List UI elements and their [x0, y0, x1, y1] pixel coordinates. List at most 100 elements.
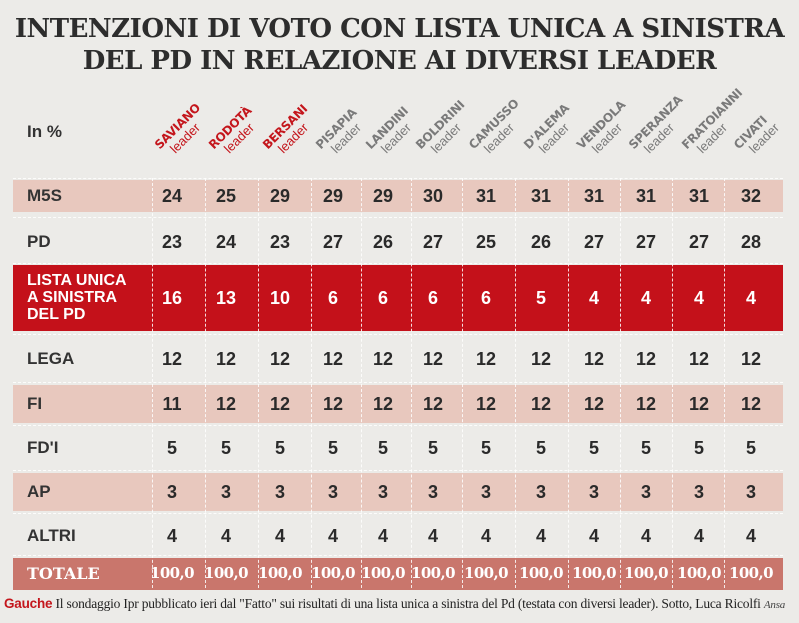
- column-separator: [672, 178, 673, 588]
- table-cell: 23: [269, 232, 291, 252]
- caption-tag: Gauche: [4, 596, 53, 611]
- table-cell: 30: [422, 186, 444, 206]
- unit-label: In %: [27, 122, 62, 141]
- column-separator: [462, 178, 463, 588]
- row-separator: [13, 555, 783, 556]
- row-separator: [13, 263, 783, 264]
- table-cell: 4: [640, 526, 651, 546]
- table-cell: 26: [372, 232, 394, 252]
- table-cell: 4: [588, 288, 599, 308]
- table-cell: 4: [427, 526, 438, 546]
- row-label: PD: [27, 232, 51, 251]
- column-separator: [311, 178, 312, 588]
- table-cell: 27: [583, 232, 605, 252]
- table-cell: 3: [640, 482, 651, 502]
- table-cell: 12: [422, 349, 444, 369]
- column-header-civati: CIVATI leader: [731, 104, 799, 162]
- table-row-fi: FI 11 12 12 12 12 12 12 12 12 12 12 12: [13, 385, 783, 423]
- chart-title-line2: DEL PD IN RELAZIONE AI DIVERSI LEADER: [82, 46, 717, 76]
- table-cell: 100,0: [729, 564, 774, 582]
- table-cell: 29: [322, 186, 344, 206]
- table-cell: 13: [215, 288, 237, 308]
- table-cell: 12: [688, 349, 710, 369]
- table-cell: 5: [480, 438, 491, 458]
- column-separator: [152, 178, 153, 588]
- table-cell: 11: [162, 394, 182, 414]
- table-cell: 24: [215, 232, 237, 252]
- table-cell: 3: [427, 482, 438, 502]
- table-row-lega: LEGA 12 12 12 12 12 12 12 12 12 12 12 12: [13, 338, 783, 380]
- table-cell: 12: [322, 349, 344, 369]
- table-row-pd: PD 23 24 23 27 26 27 25 26 27 27 27 28: [13, 223, 783, 261]
- table-cell: 5: [693, 438, 704, 458]
- table-cell: 100,0: [677, 564, 722, 582]
- table-cell: 12: [215, 394, 237, 414]
- table-cell: 100,0: [204, 564, 249, 582]
- table-cell: 16: [161, 288, 183, 308]
- table-cell: 6: [427, 288, 438, 308]
- table-cell: 31: [583, 186, 605, 206]
- table-cell: 27: [322, 232, 344, 252]
- row-label: FD'I: [27, 438, 59, 457]
- table-cell: 6: [377, 288, 388, 308]
- table-row-m5s: M5S 24 25 29 29 29 30 31 31 31 31 31 32: [13, 180, 783, 212]
- table-cell: 31: [635, 186, 657, 206]
- column-separator: [258, 178, 259, 588]
- table-cell: 4: [480, 526, 491, 546]
- table-cell: 12: [530, 394, 552, 414]
- table-cell: 27: [688, 232, 710, 252]
- table-cell: 28: [740, 232, 762, 252]
- table-cell: 100,0: [572, 564, 617, 582]
- table-cell: 25: [475, 232, 497, 252]
- table-row-fd-i: FD'I 5 5 5 5 5 5 5 5 5 5 5 5: [13, 428, 783, 468]
- table-cell: 12: [740, 394, 762, 414]
- table-cell: 5: [640, 438, 651, 458]
- row-label: AP: [27, 482, 51, 501]
- row-separator: [13, 513, 783, 514]
- column-separator: [515, 178, 516, 588]
- table-cell: 3: [480, 482, 491, 502]
- table-cell: 25: [215, 186, 237, 206]
- table-cell: 5: [745, 438, 756, 458]
- row-label: M5S: [27, 186, 62, 205]
- table-cell: 12: [322, 394, 344, 414]
- table-cell: 4: [166, 526, 177, 546]
- table-cell: 4: [588, 526, 599, 546]
- table-cell: 5: [427, 438, 438, 458]
- table-cell: 5: [166, 438, 177, 458]
- table-cell: 12: [475, 349, 497, 369]
- row-label: TOTALE: [27, 564, 100, 583]
- table-cell: 29: [372, 186, 394, 206]
- caption: Gauche Il sondaggio Ipr pubblicato ieri …: [4, 596, 799, 612]
- table-cell: 5: [327, 438, 338, 458]
- table-cell: 100,0: [361, 564, 406, 582]
- caption-credit: Ansa: [763, 599, 786, 611]
- column-separator: [620, 178, 621, 588]
- table-cell: 100,0: [258, 564, 303, 582]
- table-cell: 100,0: [464, 564, 509, 582]
- row-label: LISTA UNICA A SINISTRA DEL PD: [27, 272, 127, 323]
- row-separator: [13, 217, 783, 218]
- table-cell: 12: [635, 349, 657, 369]
- table-cell: 6: [480, 288, 491, 308]
- table-cell: 29: [269, 186, 291, 206]
- table-cell: 3: [588, 482, 599, 502]
- row-separator: [13, 178, 783, 179]
- table-row-lista-unica: LISTA UNICA A SINISTRA DEL PD 16 13 10 6 6 6 6 5…: [13, 265, 783, 331]
- table-cell: 5: [535, 438, 546, 458]
- table-cell: 23: [161, 232, 183, 252]
- row-separator: [13, 470, 783, 471]
- row-separator: [13, 382, 783, 383]
- table-cell: 100,0: [150, 564, 195, 582]
- table-cell: 4: [693, 288, 704, 308]
- table-cell: 4: [274, 526, 285, 546]
- table-cell: 3: [693, 482, 704, 502]
- table-cell: 3: [327, 482, 338, 502]
- table-cell: 12: [688, 394, 710, 414]
- table-cell: 4: [535, 526, 546, 546]
- column-separator: [568, 178, 569, 588]
- column-separator: [205, 178, 206, 588]
- column-separator: [361, 178, 362, 588]
- table-cell: 12: [269, 394, 291, 414]
- table-cell: 12: [269, 349, 291, 369]
